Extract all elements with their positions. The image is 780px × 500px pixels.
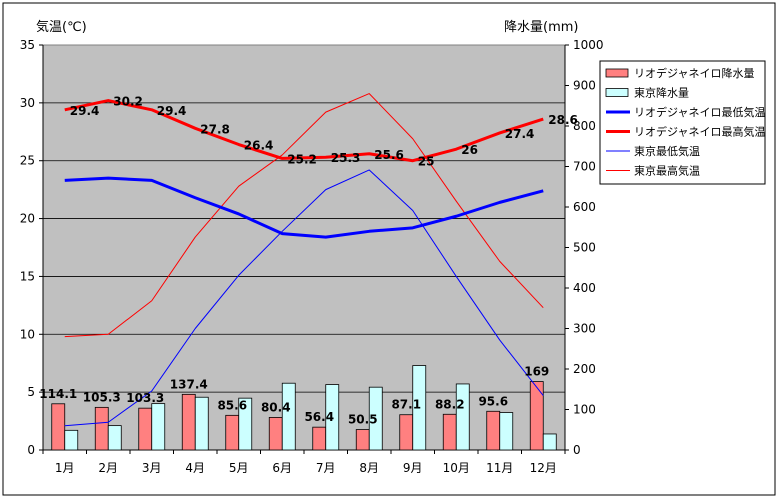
data-label-rio-max-temp: 25 [418,155,435,169]
legend: リオデジャネイロ降水量東京降水量リオデジャネイロ最低気温リオデジャネイロ最高気温… [599,60,766,185]
y-tick-label-left: 5 [27,385,35,399]
y-tick-label-left: 30 [20,96,35,110]
y-tick-label-right: 500 [573,241,596,255]
data-label-rio-precipitation: 105.3 [83,390,121,404]
data-label-rio-max-temp: 27.4 [505,127,535,141]
legend-swatch [605,88,629,97]
bar-rio-precipitation [442,413,457,451]
y-tick-label-left: 20 [20,212,35,226]
bar-tokyo-precipitation [542,433,557,451]
bar-rio-precipitation [181,393,196,451]
data-label-rio-precipitation: 56.4 [304,410,334,424]
bar-tokyo-precipitation [151,403,166,451]
bar-rio-precipitation [312,426,327,451]
data-label-rio-precipitation: 95.6 [478,394,508,408]
line-tokyo-min-temp [64,169,544,427]
data-label-rio-precipitation: 85.6 [217,398,247,412]
y-tick-label-right: 100 [573,403,596,417]
y-tick-label-right: 900 [573,79,596,93]
bar-rio-precipitation [51,403,66,451]
y-tick-label-left: 0 [27,443,35,457]
line-rio-min-temp [64,176,544,239]
bar-tokyo-precipitation [455,383,470,451]
y-axis-title-right: 降水量(mm) [504,20,578,35]
bar-tokyo-precipitation [107,425,122,451]
bar-tokyo-precipitation [368,386,383,451]
bar-rio-precipitation [94,406,109,451]
data-label-rio-precipitation: 103.3 [126,391,164,405]
y-tick-label-right: 1000 [573,38,604,52]
data-label-rio-precipitation: 169 [524,365,549,379]
legend-label: リオデジャネイロ降水量 [634,66,754,80]
data-label-rio-precipitation: 87.1 [391,398,421,412]
legend-swatch [605,68,629,78]
data-label-rio-max-temp: 26.4 [244,139,274,153]
bar-rio-precipitation [529,381,544,451]
x-tick-label: 11月 [486,461,513,475]
bar-rio-precipitation [138,407,153,451]
bar-rio-precipitation [225,414,240,451]
y-tick-label-right: 600 [573,200,596,214]
bar-tokyo-precipitation [412,365,427,451]
x-tick-label: 6月 [272,461,292,475]
bar-tokyo-precipitation [194,396,209,451]
x-tick-label: 4月 [185,461,205,475]
legend-box [599,60,766,185]
plot-area: 0 5 10 15 20 25 30 35 0 100 200 300 400 500 600 700 800 9… [20,38,604,475]
data-label-rio-max-temp: 30.2 [113,95,143,109]
plot-background [42,44,566,451]
data-label-rio-precipitation: 114.1 [39,387,77,401]
y-tick-label-left: 25 [20,154,35,168]
data-label-rio-max-temp: 25.3 [331,151,361,165]
x-tick-label: 7月 [316,461,336,475]
bar-tokyo-precipitation [238,397,253,451]
y-tick-label-left: 15 [20,269,35,283]
bar-rio-precipitation [486,410,501,451]
y-tick-label-right: 200 [573,362,596,376]
legend-label: リオデジャネイロ最低気温 [634,105,765,119]
y-tick-label-right: 300 [573,322,596,336]
data-label-rio-precipitation: 137.4 [170,377,208,391]
data-label-rio-precipitation: 88.2 [435,397,465,411]
y-tick-label-left: 35 [20,38,35,52]
data-label-rio-precipitation: 80.4 [261,400,291,414]
legend-label: 東京最低気温 [634,144,700,158]
data-label-rio-max-temp: 29.4 [70,104,100,118]
legend-label: リオデジャネイロ最高気温 [634,125,765,139]
x-tick-label: 1月 [55,461,75,475]
bar-tokyo-precipitation [64,429,79,451]
data-label-rio-precipitation: 50.5 [348,413,378,427]
legend-label: 東京最高気温 [634,164,700,178]
bar-tokyo-precipitation [499,412,514,451]
data-label-rio-max-temp: 27.8 [200,122,230,136]
data-label-rio-max-temp: 28.6 [548,113,578,127]
y-tick-label-right: 800 [573,119,596,133]
bar-tokyo-precipitation [281,382,296,451]
x-tick-label: 9月 [403,461,423,475]
bar-rio-precipitation [268,417,283,451]
data-label-rio-max-temp: 25.6 [374,148,404,162]
x-tick-label: 3月 [142,461,162,475]
x-tick-label: 2月 [98,461,118,475]
bar-rio-precipitation [355,429,370,451]
y-tick-label-right: 400 [573,281,596,295]
bar-rio-precipitation [399,414,414,451]
data-label-rio-max-temp: 25.2 [287,152,317,166]
data-label-rio-max-temp: 29.4 [157,104,187,118]
x-tick-label: 5月 [229,461,249,475]
x-tick-label: 12月 [530,461,557,475]
x-tick-label: 8月 [359,461,379,475]
x-tick-label: 10月 [443,461,470,475]
y-tick-label-right: 0 [573,443,581,457]
y-tick-label-right: 700 [573,160,596,174]
legend-label: 東京降水量 [634,86,689,100]
y-axis-title-left: 気温(℃) [36,19,87,35]
y-tick-label-left: 10 [20,327,35,341]
bar-tokyo-precipitation [325,384,340,451]
line-rio-max-temp [64,99,544,163]
data-label-rio-max-temp: 26 [461,143,478,157]
line-tokyo-max-temp [64,93,544,338]
